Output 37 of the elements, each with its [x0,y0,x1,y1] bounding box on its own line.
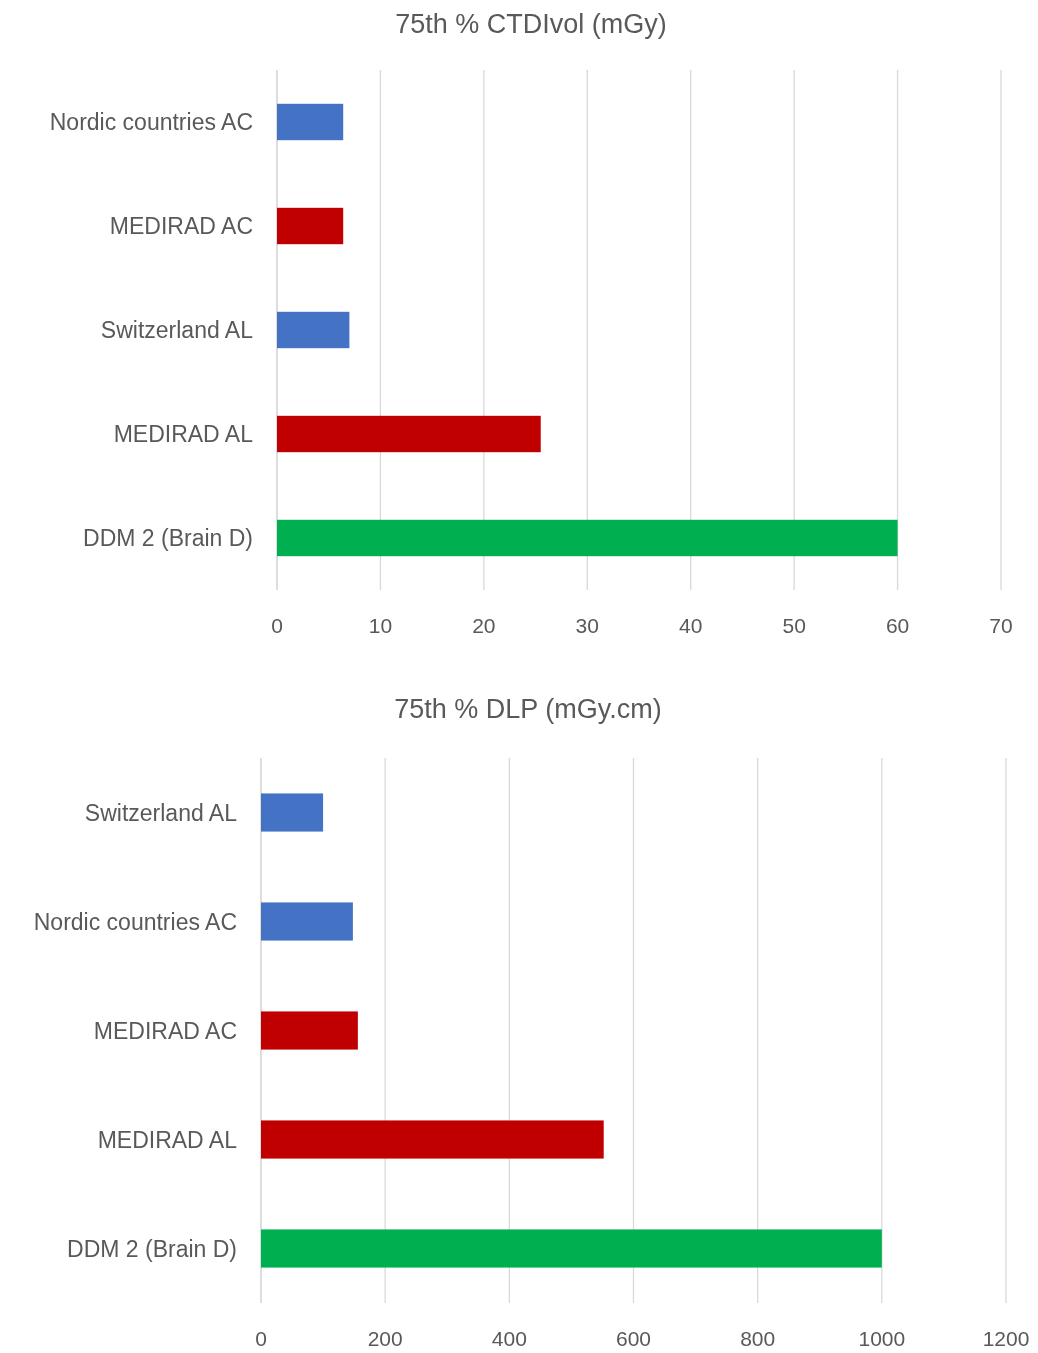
x-tick-label: 70 [989,613,1013,637]
bar [261,793,324,832]
bar [277,415,541,453]
x-tick-label: 0 [271,613,283,637]
x-tick-label: 0 [255,1326,267,1350]
bar [261,1011,358,1050]
y-tick-label: Nordic countries AC [33,908,237,935]
y-tick-label: Switzerland AL [100,317,254,343]
x-tick-label: 1000 [858,1326,906,1350]
x-tick-label: 200 [367,1326,403,1350]
x-tick-label: 40 [679,613,703,637]
y-tick-label: DDM 2 (Brain D) [67,1235,237,1262]
x-tick-label: 10 [368,613,393,637]
y-tick-label: MEDIRAD AC [93,1017,237,1044]
y-tick-label: Switzerland AL [84,799,238,826]
bar [277,519,898,557]
x-tick-label: 30 [575,613,599,637]
y-tick-label: Nordic countries AC [49,109,253,135]
y-tick-label: DDM 2 (Brain D) [83,525,253,551]
chart-title: 75th % DLP (mGy.cm) [394,694,662,724]
bar [261,1229,882,1268]
bar [277,207,344,245]
x-tick-label: 20 [472,613,496,637]
bar [277,311,350,349]
y-tick-label: MEDIRAD AL [113,421,254,447]
bar [261,902,353,941]
chart-title: 75th % CTDIvol (mGy) [395,9,667,39]
bar [277,103,344,141]
y-tick-label: MEDIRAD AC [109,213,253,239]
x-tick-label: 600 [615,1326,652,1350]
x-tick-label: 400 [491,1326,527,1350]
x-tick-label: 60 [885,613,910,637]
x-tick-label: 1200 [982,1326,1030,1350]
x-tick-label: 50 [782,613,806,637]
bar [261,1120,604,1159]
y-tick-label: MEDIRAD AL [97,1126,238,1153]
x-tick-label: 800 [740,1326,776,1350]
